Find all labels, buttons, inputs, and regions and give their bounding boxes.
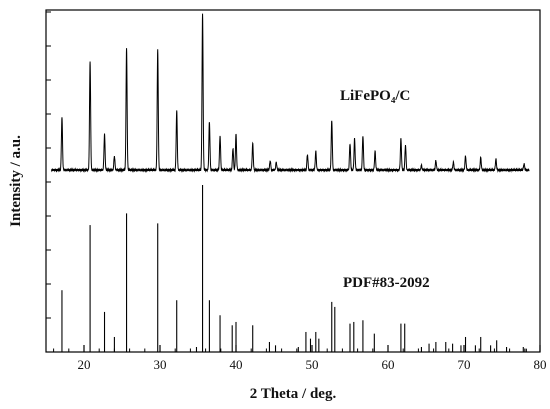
plot-border: [45, 9, 541, 353]
plot-frame: [45, 9, 541, 353]
x-tick-label: 80: [534, 357, 547, 372]
annotation-top: LiFePO₄/C: [340, 88, 410, 104]
x-axis-label: 2 Theta / deg.: [250, 386, 337, 402]
x-tick-label: 50: [306, 357, 319, 372]
x-tick-label: 30: [154, 357, 167, 372]
x-tick-label: 70: [458, 357, 471, 372]
series-line-lifepo4: [51, 13, 530, 174]
x-axis-ticks: 20 30 40 50 60 70 80: [53, 345, 547, 372]
x-tick-label: 60: [382, 357, 395, 372]
annotation-bottom: PDF#83-2092: [343, 275, 430, 291]
y-axis-label: Intensity / a.u.: [8, 135, 24, 227]
x-tick-label: 40: [230, 357, 243, 372]
y-axis-ticks: [46, 11, 51, 319]
series-group: [46, 13, 540, 353]
x-tick-label: 20: [78, 357, 91, 372]
